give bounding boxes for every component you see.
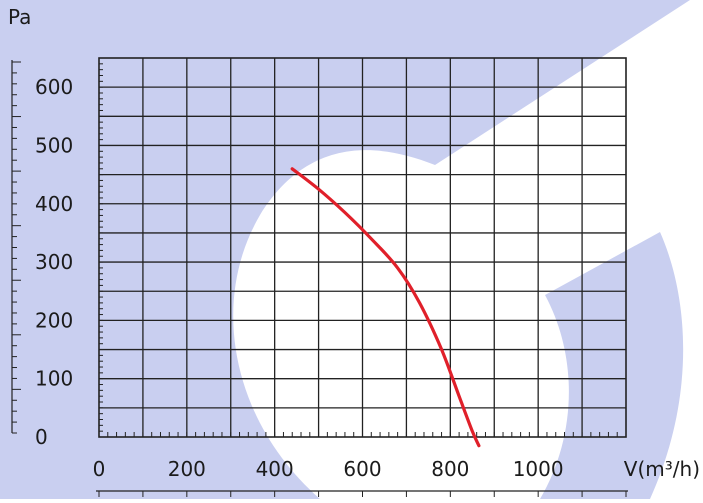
chart-grid [98,57,627,438]
series-point [458,395,460,397]
y-axis-title: Pa [8,5,31,29]
watermark-right-arc [540,232,684,499]
x-tick-label: 1000 [513,457,564,481]
series-point [471,430,473,432]
series-point [344,212,346,214]
y-tick-label: 100 [35,367,73,391]
watermark-upper-arc [150,0,690,499]
x-tick-label: 200 [168,457,206,481]
y-tick-label: 600 [35,75,73,99]
series-layer [290,167,481,448]
series-point [291,168,293,170]
x-tick-label: 0 [93,457,106,481]
watermark-left-band [0,0,150,499]
y-tick-label: 400 [35,192,73,216]
labels-layer: Pa V(m³/h) 0 100 200 300 400 500 600 0 200 400 600… [8,5,700,481]
series-point [397,267,399,269]
y-tick-label: 200 [35,308,73,332]
series-point [370,238,372,240]
series-point [318,188,320,190]
x-tick-label: 400 [256,457,294,481]
series-line-0 [290,167,481,448]
x-tick-label: 600 [343,457,381,481]
series-point [419,302,421,304]
series-point [441,349,443,351]
y-tick-label: 0 [35,425,48,449]
x-axis-ruler [96,490,628,497]
y-tick-label: 300 [35,250,73,274]
x-axis-title: V(m³/h) [624,457,700,481]
watermark-logo [0,0,690,499]
y-axis-ruler [11,60,21,434]
x-tick-label: 800 [431,457,469,481]
y-tick-label: 500 [35,133,73,157]
series-point [478,445,480,447]
